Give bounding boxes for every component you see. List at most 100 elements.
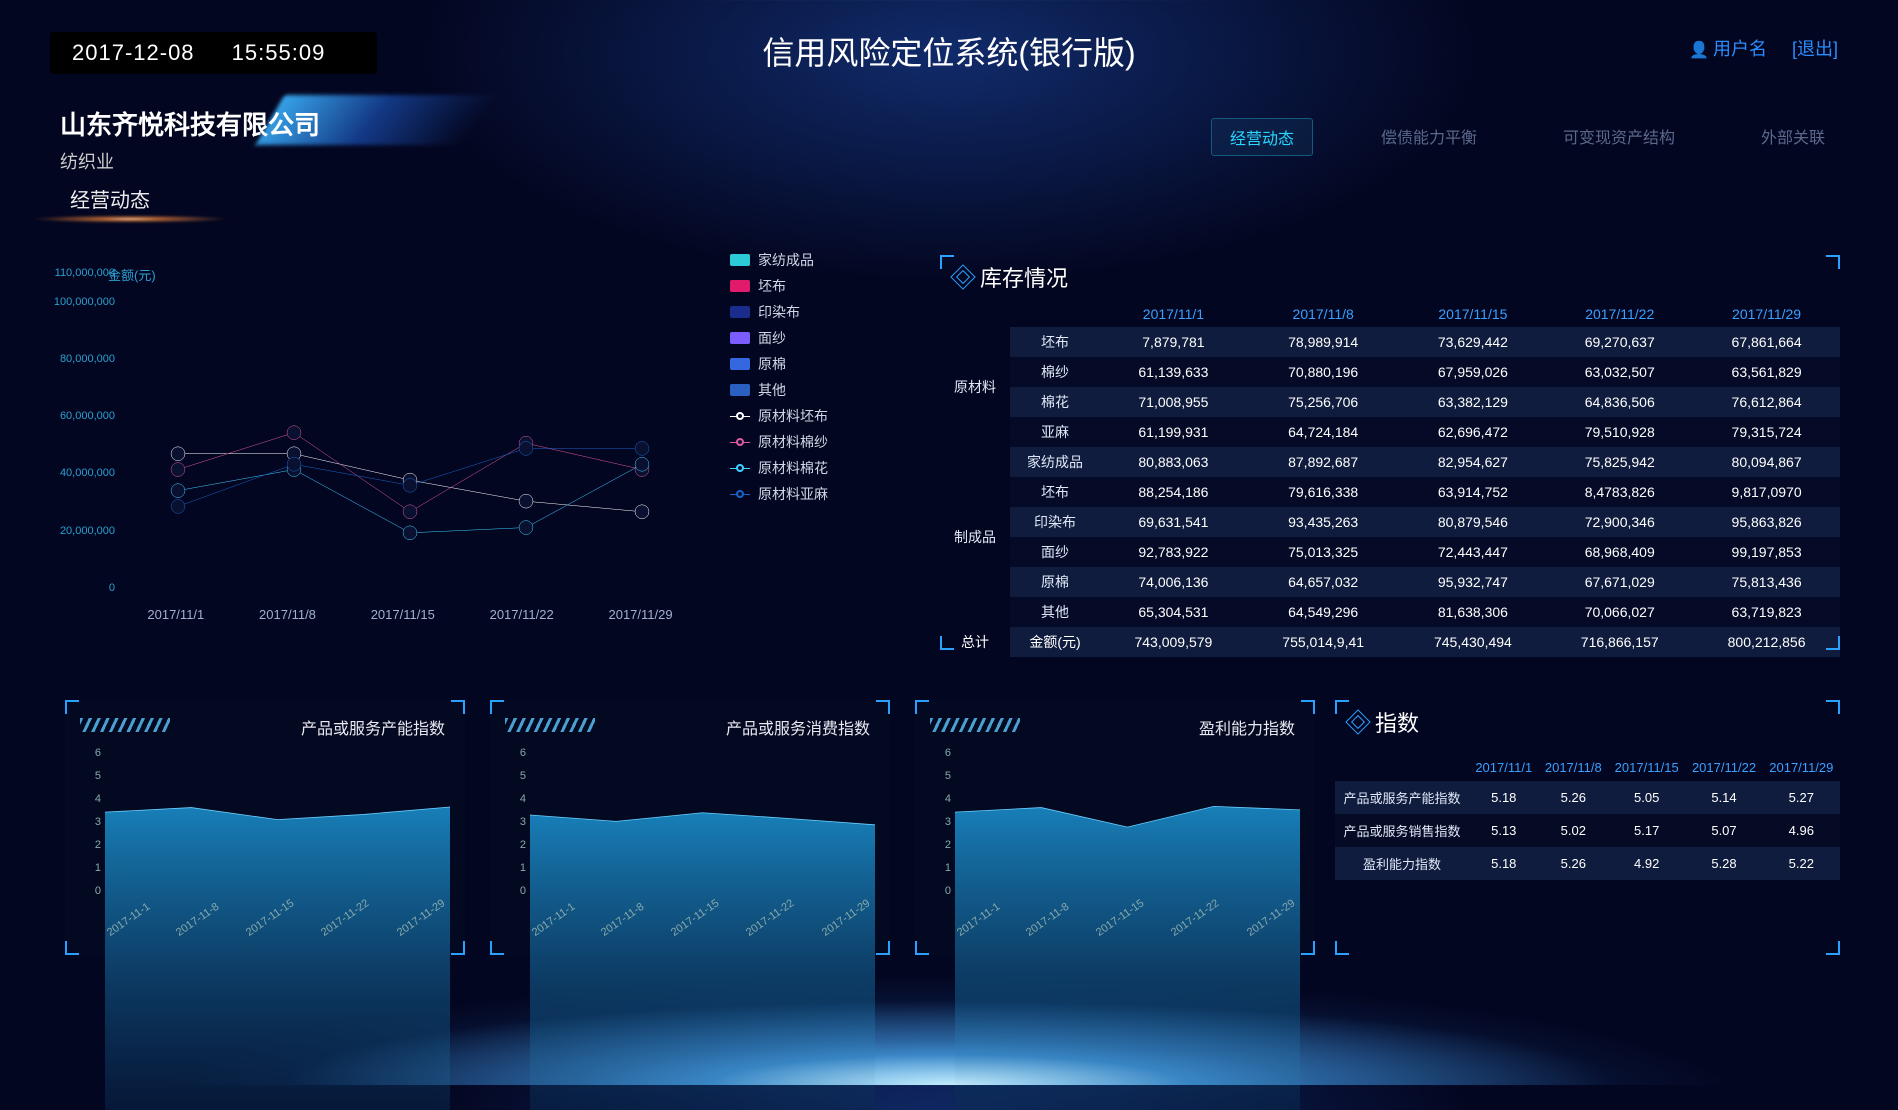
table-cell: 95,932,747 bbox=[1399, 567, 1546, 597]
table-cell: 5.22 bbox=[1763, 847, 1840, 880]
legend-item[interactable]: 原材料亚麻 bbox=[730, 484, 910, 504]
y-axis: 020,000,00040,000,00060,000,00080,000,00… bbox=[60, 285, 115, 600]
table-cell: 745,430,494 bbox=[1399, 627, 1546, 657]
table-cell: 4.96 bbox=[1763, 814, 1840, 847]
table-cell: 69,631,541 bbox=[1100, 507, 1247, 537]
legend-item[interactable]: 坯布 bbox=[730, 276, 910, 296]
table-cell: 5.05 bbox=[1608, 781, 1685, 814]
table-cell: 74,006,136 bbox=[1100, 567, 1247, 597]
table-cell: 7,879,781 bbox=[1100, 327, 1247, 357]
table-cell: 800,212,856 bbox=[1693, 627, 1840, 657]
table-cell: 5.07 bbox=[1685, 814, 1762, 847]
table-cell: 95,863,826 bbox=[1693, 507, 1840, 537]
small-chart-title: 产品或服务消费指数 bbox=[726, 715, 870, 739]
legend-item[interactable]: 原材料棉花 bbox=[730, 458, 910, 478]
small-chart-title: 产品或服务产能指数 bbox=[301, 715, 445, 739]
legend-item[interactable]: 原棉 bbox=[730, 354, 910, 374]
date: 2017-12-08 bbox=[72, 40, 195, 65]
table-cell: 75,813,436 bbox=[1693, 567, 1840, 597]
date-header: 2017/11/1 bbox=[1100, 301, 1247, 327]
index-table: 2017/11/12017/11/82017/11/152017/11/2220… bbox=[1335, 754, 1840, 880]
y-tick: 80,000,000 bbox=[60, 353, 115, 365]
inventory-panel: 库存情况 2017/11/12017/11/82017/11/152017/11… bbox=[940, 255, 1840, 650]
bar-groups bbox=[120, 285, 700, 600]
table-cell: 61,199,931 bbox=[1100, 417, 1247, 447]
chart-legend: 家纺成品坯布印染布面纱原棉其他原材料坯布原材料棉纱原材料棉花原材料亚麻 bbox=[730, 250, 910, 510]
table-cell: 67,861,664 bbox=[1693, 327, 1840, 357]
table-cell: 78,989,914 bbox=[1247, 327, 1400, 357]
table-cell: 69,270,637 bbox=[1546, 327, 1693, 357]
legend-item[interactable]: 原材料坯布 bbox=[730, 406, 910, 426]
hatch-decoration bbox=[505, 718, 595, 732]
table-row-label: 亚麻 bbox=[1010, 417, 1100, 447]
nav-item-2[interactable]: 可变现资产结构 bbox=[1545, 118, 1693, 156]
legend-swatch bbox=[730, 384, 750, 396]
table-cell: 75,013,325 bbox=[1247, 537, 1400, 567]
legend-swatch bbox=[730, 280, 750, 292]
page-title: 信用风险定位系统(银行版) bbox=[762, 28, 1135, 74]
table-cell: 67,671,029 bbox=[1546, 567, 1693, 597]
table-cell: 64,657,032 bbox=[1247, 567, 1400, 597]
user-area: 用户名 [退出] bbox=[1669, 35, 1838, 61]
table-cell: 64,549,296 bbox=[1247, 597, 1400, 627]
table-cell: 61,139,633 bbox=[1100, 357, 1247, 387]
table-cell: 82,954,627 bbox=[1399, 447, 1546, 477]
legend-marker bbox=[730, 438, 750, 446]
table-row-label: 印染布 bbox=[1010, 507, 1100, 537]
table-cell: 88,254,186 bbox=[1100, 477, 1247, 507]
table-cell: 5.27 bbox=[1763, 781, 1840, 814]
x-label: 2017/11/15 bbox=[371, 607, 435, 622]
date-header: 2017/11/22 bbox=[1546, 301, 1693, 327]
legend-item[interactable]: 印染布 bbox=[730, 302, 910, 322]
table-cell: 99,197,853 bbox=[1693, 537, 1840, 567]
x-label: 2017/11/8 bbox=[259, 607, 316, 622]
table-cell: 5.17 bbox=[1608, 814, 1685, 847]
legend-item[interactable]: 其他 bbox=[730, 380, 910, 400]
table-cell: 63,719,823 bbox=[1693, 597, 1840, 627]
table-cell: 62,696,472 bbox=[1399, 417, 1546, 447]
legend-item[interactable]: 面纱 bbox=[730, 328, 910, 348]
company-name: 山东齐悦科技有限公司 bbox=[60, 105, 320, 142]
y-tick: 0 bbox=[109, 582, 115, 594]
small-chart-panel: 盈利能力指数01234562017-11-12017-11-82017-11-1… bbox=[915, 700, 1315, 955]
table-cell: 70,880,196 bbox=[1247, 357, 1400, 387]
legend-marker bbox=[730, 490, 750, 498]
small-chart-panel: 产品或服务消费指数01234562017-11-12017-11-82017-1… bbox=[490, 700, 890, 955]
inventory-title: 库存情况 bbox=[940, 255, 1840, 293]
table-cell: 79,616,338 bbox=[1247, 477, 1400, 507]
table-cell: 70,066,027 bbox=[1546, 597, 1693, 627]
hatch-decoration bbox=[930, 718, 1020, 732]
legend-swatch bbox=[730, 332, 750, 344]
nav-item-0[interactable]: 经营动态 bbox=[1211, 118, 1313, 156]
logout-link[interactable]: [退出] bbox=[1792, 39, 1838, 59]
legend-swatch bbox=[730, 306, 750, 318]
nav-item-1[interactable]: 偿债能力平衡 bbox=[1363, 118, 1495, 156]
user-link[interactable]: 用户名 bbox=[1689, 39, 1767, 59]
table-cell: 87,892,687 bbox=[1247, 447, 1400, 477]
table-cell: 4.92 bbox=[1608, 847, 1685, 880]
table-cell: 80,883,063 bbox=[1100, 447, 1247, 477]
table-cell: 63,561,829 bbox=[1693, 357, 1840, 387]
table-cell: 72,900,346 bbox=[1546, 507, 1693, 537]
table-cell: 75,256,706 bbox=[1247, 387, 1400, 417]
bar-chart-plot: 020,000,00040,000,00060,000,00080,000,00… bbox=[120, 285, 700, 600]
x-label: 2017/11/29 bbox=[608, 607, 672, 622]
date-header: 2017/11/29 bbox=[1693, 301, 1840, 327]
legend-marker bbox=[730, 412, 750, 420]
table-cell: 9,817,0970 bbox=[1693, 477, 1840, 507]
y-axis-label: 金额(元) bbox=[108, 265, 156, 284]
diamond-icon bbox=[954, 268, 972, 286]
legend-item[interactable]: 家纺成品 bbox=[730, 250, 910, 270]
table-cell: 75,825,942 bbox=[1546, 447, 1693, 477]
x-label: 2017/11/1 bbox=[147, 607, 204, 622]
table-cell: 79,510,928 bbox=[1546, 417, 1693, 447]
index-row-label: 产品或服务产能指数 bbox=[1335, 781, 1469, 814]
table-cell: 5.02 bbox=[1539, 814, 1609, 847]
table-row-label: 家纺成品 bbox=[1010, 447, 1100, 477]
nav-item-3[interactable]: 外部关联 bbox=[1743, 118, 1843, 156]
index-row-label: 盈利能力指数 bbox=[1335, 847, 1469, 880]
time: 15:55:09 bbox=[232, 40, 326, 65]
date-header: 2017/11/8 bbox=[1539, 754, 1609, 781]
small-chart-title: 盈利能力指数 bbox=[1199, 715, 1295, 739]
legend-item[interactable]: 原材料棉纱 bbox=[730, 432, 910, 452]
